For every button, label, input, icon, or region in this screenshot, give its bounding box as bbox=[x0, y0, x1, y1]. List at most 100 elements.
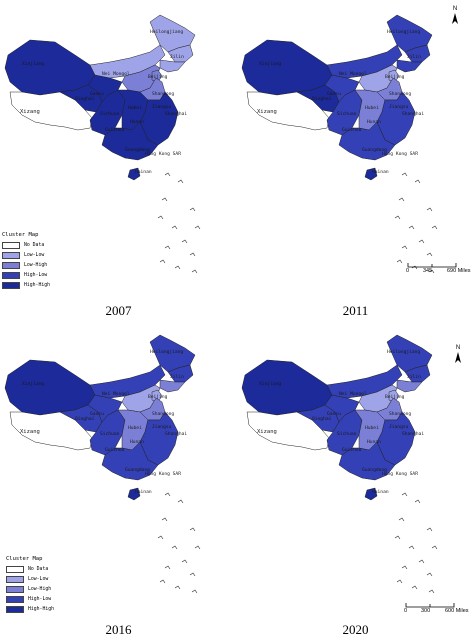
island-mark bbox=[159, 579, 166, 584]
province-label: Hainan bbox=[135, 170, 152, 175]
legend-swatch bbox=[6, 605, 24, 613]
legend-swatch bbox=[2, 261, 20, 269]
region-xinjiang bbox=[4, 359, 96, 416]
map-panel-2016: 2016 Heilongjiang Xinjiang Nei Mongol Jilin… bbox=[0, 320, 237, 640]
scale-line bbox=[407, 263, 457, 268]
legend-label: Low-Low bbox=[24, 252, 45, 258]
province-label: Hunan bbox=[367, 120, 381, 125]
legend-item: High-Low bbox=[6, 594, 54, 604]
island-mark bbox=[174, 265, 181, 270]
legend-item: High-Low bbox=[2, 270, 50, 280]
legend-item: Low-High bbox=[6, 584, 54, 594]
legend-title: Cluster Map bbox=[6, 556, 43, 562]
legend-swatch bbox=[2, 251, 20, 259]
island-mark bbox=[177, 499, 184, 504]
scale-label: 600 Miles bbox=[445, 608, 469, 614]
province-label: Jiangsu bbox=[152, 105, 172, 110]
island-mark bbox=[171, 545, 178, 550]
region-south bbox=[101, 121, 159, 161]
island-mark bbox=[418, 239, 425, 244]
scale-label: 345 bbox=[423, 268, 433, 274]
region-hainan bbox=[364, 487, 378, 501]
province-label: Shandong bbox=[389, 412, 412, 417]
legend-item: Low-High bbox=[2, 260, 50, 270]
island-mark bbox=[426, 252, 433, 257]
legend-label: High-High bbox=[28, 606, 54, 612]
province-label: Xizang bbox=[20, 109, 40, 115]
province-label: Hong Kong SAR bbox=[382, 152, 418, 157]
island-mark bbox=[177, 179, 184, 184]
province-label: Gansu bbox=[327, 92, 341, 97]
province-label: Jiangsu bbox=[389, 105, 409, 110]
province-label: Heilongjiang bbox=[150, 350, 184, 355]
province-label: Shanghai bbox=[165, 112, 188, 117]
legend-label: No Data bbox=[28, 566, 49, 572]
province-label: Heilongjiang bbox=[387, 350, 421, 355]
province-label: Hubei bbox=[365, 106, 379, 111]
island-mark bbox=[394, 535, 401, 540]
island-mark bbox=[159, 259, 166, 264]
province-label: Hong Kong SAR bbox=[145, 152, 181, 157]
island-mark bbox=[164, 565, 171, 570]
year-label: 2016 bbox=[105, 622, 132, 637]
province-label: Beijing bbox=[148, 75, 168, 80]
province-label: Guizhou bbox=[342, 448, 362, 453]
legend-item: No Data bbox=[2, 240, 50, 250]
island-mark bbox=[398, 197, 405, 202]
province-label: Hainan bbox=[135, 490, 152, 495]
province-label: Hunan bbox=[130, 120, 144, 125]
legend-item: Low-Low bbox=[6, 574, 54, 584]
province-label: Qinghai bbox=[312, 417, 332, 422]
cluster-legend: Cluster Map No Data Low-Low Low-High High-Lo… bbox=[2, 232, 50, 290]
legend-label: High-Low bbox=[28, 596, 52, 602]
legend-item: Low-Low bbox=[2, 250, 50, 260]
island-mark bbox=[426, 572, 433, 577]
region-heilongjiang bbox=[386, 334, 433, 373]
region-xinjiang bbox=[241, 39, 333, 96]
region-xizang bbox=[246, 91, 330, 131]
province-label: Hubei bbox=[128, 426, 142, 431]
region-heilongjiang bbox=[386, 14, 433, 53]
year-label: 2007 bbox=[105, 303, 132, 318]
legend-swatch bbox=[6, 585, 24, 593]
island-mark bbox=[408, 545, 415, 550]
island-mark bbox=[398, 517, 405, 522]
island-mark bbox=[394, 215, 401, 220]
region-liaoning bbox=[159, 59, 186, 73]
island-mark bbox=[396, 259, 403, 264]
island-mark bbox=[157, 535, 164, 540]
island-mark bbox=[164, 492, 171, 497]
region-east bbox=[139, 411, 179, 466]
island-mark bbox=[161, 517, 168, 522]
region-hainan bbox=[127, 167, 141, 181]
island-mark bbox=[174, 585, 181, 590]
province-label: Shandong bbox=[152, 92, 175, 97]
region-beijing bbox=[388, 69, 400, 83]
province-label: Gansu bbox=[327, 412, 341, 417]
province-label: Guangdong bbox=[362, 468, 387, 473]
island-mark bbox=[194, 545, 201, 550]
region-heilongjiang bbox=[149, 14, 196, 53]
legend-swatch bbox=[2, 281, 20, 289]
island-mark bbox=[426, 207, 433, 212]
region-xizang bbox=[246, 411, 330, 451]
china-map-2020 bbox=[241, 334, 438, 594]
province-label: Xizang bbox=[257, 109, 277, 115]
province-label: Shanghai bbox=[165, 432, 188, 437]
island-mark bbox=[396, 579, 403, 584]
province-label: Nei Mongol bbox=[102, 72, 130, 77]
island-mark bbox=[431, 545, 438, 550]
province-label: Qinghai bbox=[75, 417, 95, 422]
region-hainan bbox=[127, 487, 141, 501]
north-label: N bbox=[455, 345, 461, 351]
year-label: 2011 bbox=[342, 303, 369, 318]
legend-item: High-High bbox=[2, 280, 50, 290]
island-mark bbox=[414, 499, 421, 504]
region-xinjiang bbox=[4, 39, 96, 96]
region-east bbox=[139, 91, 179, 146]
province-label: Hubei bbox=[128, 106, 142, 111]
china-map-2011 bbox=[241, 14, 438, 274]
island-mark bbox=[161, 197, 168, 202]
legend-swatch bbox=[6, 565, 24, 573]
region-liaoning bbox=[396, 379, 423, 393]
